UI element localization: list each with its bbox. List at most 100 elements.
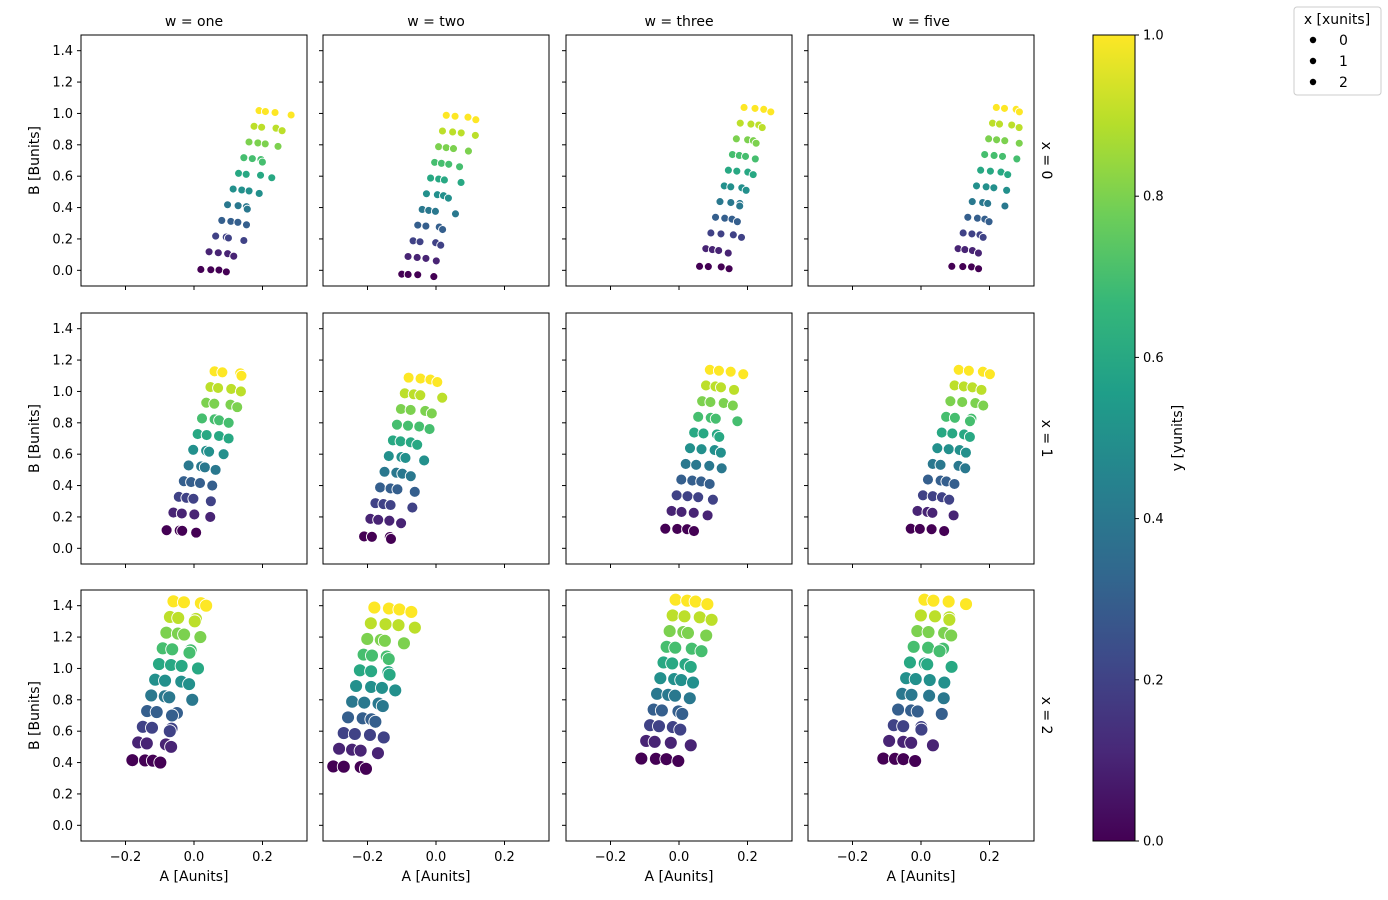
data-point <box>668 688 682 703</box>
x-tick-label: 0.2 <box>494 850 515 865</box>
data-point <box>1012 154 1022 164</box>
data-point <box>231 401 244 414</box>
data-point <box>690 458 703 471</box>
data-point <box>671 754 686 768</box>
colorbar-tick-label: 0.0 <box>1143 835 1164 850</box>
y-tick-label: 1.4 <box>52 322 73 337</box>
data-point <box>876 751 891 766</box>
data-point <box>159 625 174 640</box>
data-point <box>371 746 385 761</box>
x-axis-label: A [Aunits] <box>402 869 471 885</box>
data-point <box>665 608 680 623</box>
data-point <box>735 201 745 211</box>
data-point <box>704 612 719 627</box>
colorbar-tick-label: 1.0 <box>1143 29 1164 44</box>
data-point <box>378 465 391 478</box>
data-point <box>675 473 688 486</box>
data-point <box>677 609 692 624</box>
facet-panel-1-2: −0.2 0.0 0.2 A [Aunits] <box>319 589 550 885</box>
data-point <box>737 368 750 381</box>
x-tick-label: 0.2 <box>737 850 758 865</box>
data-point <box>332 741 347 756</box>
size-legend: x [xunits] 0 1 2 <box>1293 6 1382 96</box>
data-point <box>216 366 229 379</box>
data-point <box>921 625 936 639</box>
data-point <box>363 616 378 631</box>
y-tick-label: 1.0 <box>52 385 73 400</box>
data-point <box>434 142 444 152</box>
data-point <box>697 427 710 440</box>
data-point <box>903 655 917 670</box>
data-point <box>277 126 287 136</box>
data-point <box>397 636 411 651</box>
data-point <box>668 640 683 655</box>
data-point <box>931 442 944 455</box>
colorbar-tick-label: 0.4 <box>1143 512 1164 527</box>
data-point <box>984 134 994 144</box>
data-point <box>437 158 446 168</box>
data-point <box>377 633 392 648</box>
data-point <box>382 667 397 682</box>
scatter-points <box>326 600 422 776</box>
data-point <box>962 364 975 377</box>
data-point <box>706 228 716 238</box>
data-point <box>960 245 970 255</box>
data-point <box>941 594 956 609</box>
data-point <box>942 612 957 627</box>
facet-panel-0-1: 0.0 0.2 0.4 0.6 0.8 1.0 1.2 1.4 B [Bunits] <box>27 312 308 568</box>
data-point <box>451 209 460 219</box>
data-point <box>673 722 688 737</box>
data-point <box>967 229 977 239</box>
data-point <box>367 600 382 615</box>
data-point <box>204 247 214 257</box>
data-point <box>952 363 965 376</box>
facet-panel-0-0: 0.0 0.2 0.4 0.6 0.8 1.0 1.2 1.4 w = one B [Bunits… <box>27 14 308 290</box>
data-point <box>659 752 674 767</box>
data-point <box>206 265 216 275</box>
data-point <box>695 261 704 271</box>
y-tick-label: 0.4 <box>52 479 73 494</box>
data-point <box>160 524 173 537</box>
data-point <box>659 522 672 535</box>
legend-entry-label: 2 <box>1339 75 1348 91</box>
y-tick-label: 0.0 <box>52 264 73 279</box>
y-tick-label: 0.6 <box>52 448 73 463</box>
data-point <box>757 123 767 133</box>
colorbar-gradient <box>1093 35 1135 841</box>
data-point <box>149 705 164 719</box>
data-point <box>911 505 924 517</box>
data-point <box>977 399 990 412</box>
data-point <box>974 264 984 274</box>
data-point <box>668 592 683 607</box>
data-point <box>430 206 440 216</box>
data-point <box>720 213 730 223</box>
data-point <box>910 704 925 719</box>
data-point <box>209 463 222 476</box>
data-point <box>413 270 423 280</box>
data-point <box>750 154 760 164</box>
x-tick-label: 0.0 <box>184 850 205 865</box>
column-title: w = five <box>892 14 950 30</box>
data-point <box>423 423 436 436</box>
data-point <box>926 593 941 608</box>
data-point <box>223 200 233 210</box>
data-point <box>973 213 982 223</box>
data-point <box>404 470 417 483</box>
plot-area <box>808 313 1034 564</box>
scatter-points <box>358 371 449 545</box>
data-point <box>699 628 714 643</box>
facet-panel-1-0: w = two <box>319 14 550 290</box>
data-point <box>392 602 407 617</box>
data-point <box>992 135 1002 145</box>
data-point <box>448 127 458 137</box>
facet-panel-3-0: w = five x = 0 <box>804 14 1054 290</box>
data-point <box>731 134 741 144</box>
facet-panel-1-1 <box>319 312 550 568</box>
data-point <box>675 706 690 721</box>
data-point <box>920 657 935 672</box>
column-title: w = one <box>165 14 223 30</box>
data-point <box>958 262 968 272</box>
data-point <box>998 151 1007 161</box>
data-point <box>411 438 424 451</box>
